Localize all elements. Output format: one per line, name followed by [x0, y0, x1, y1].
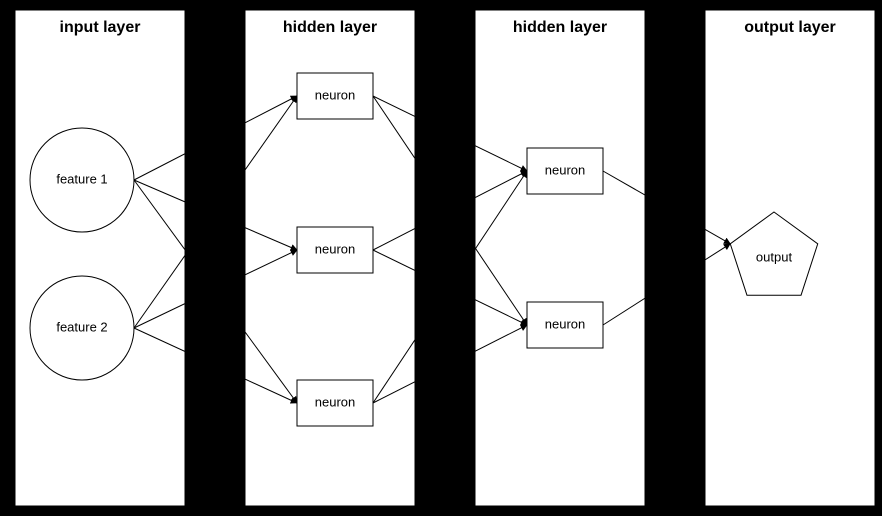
layer-title: hidden layer — [513, 19, 607, 36]
node-label: feature 1 — [56, 171, 107, 186]
node-label: feature 2 — [56, 319, 107, 334]
node-label: neuron — [315, 87, 355, 102]
node-label: neuron — [315, 394, 355, 409]
layer-column — [15, 10, 185, 506]
node-label: neuron — [545, 162, 585, 177]
node-label: neuron — [315, 241, 355, 256]
node-label: output — [756, 249, 793, 264]
layer-column — [475, 10, 645, 506]
layer-title: input layer — [60, 19, 141, 36]
layer-title: hidden layer — [283, 19, 377, 36]
node-label: neuron — [545, 316, 585, 331]
layer-title: output layer — [744, 19, 836, 36]
nn-diagram: input layer hidden layer hidden layer outpu… — [0, 0, 882, 516]
